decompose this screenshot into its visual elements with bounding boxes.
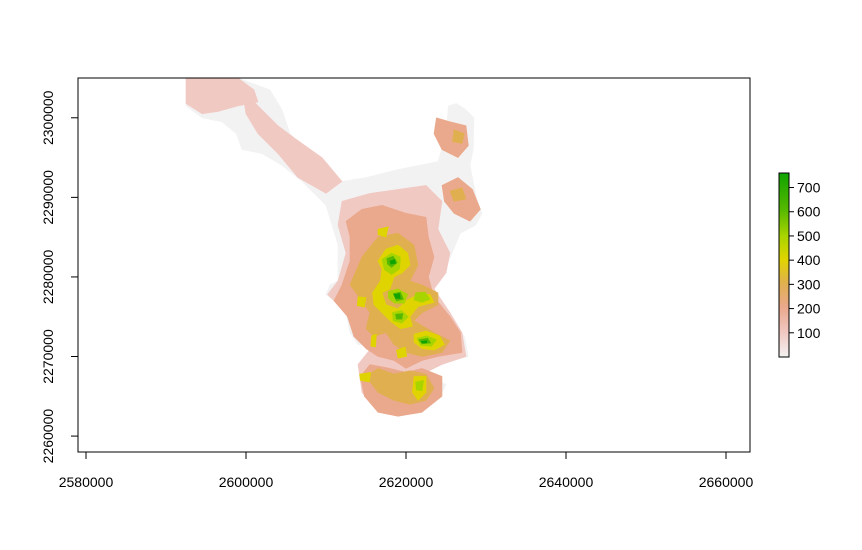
legend-tick-label: 500 — [797, 228, 821, 244]
legend-tick-label: 100 — [797, 325, 821, 341]
elevation-region-17 — [359, 372, 372, 383]
legend-tick-label: 400 — [797, 252, 821, 268]
y-tick-label: 2300000 — [40, 90, 56, 145]
elevation-region-19 — [396, 346, 408, 359]
y-axis: 2260000 2270000 2280000 2290000 2300000 — [40, 90, 79, 464]
x-tick-label: 2580000 — [59, 474, 114, 490]
y-tick-label: 2280000 — [40, 249, 56, 304]
y-tick-label: 2260000 — [40, 409, 56, 464]
elevation-region-32 — [389, 259, 396, 265]
elevation-region-12 — [377, 226, 389, 238]
elevation-region-2 — [241, 89, 343, 194]
elevation-region-31 — [420, 340, 428, 344]
elevation-region-29 — [395, 313, 404, 320]
y-tick-label: 2290000 — [40, 170, 56, 225]
elevation-region-10 — [452, 129, 465, 144]
elevation-region-1 — [185, 78, 259, 115]
legend-tick-label: 600 — [797, 204, 821, 220]
color-legend: 100 200 300 400 500 600 700 — [778, 172, 821, 358]
x-tick-label: 2620000 — [379, 474, 434, 490]
legend-tick-label: 200 — [797, 301, 821, 317]
legend-colorbar — [778, 172, 790, 358]
legend-tick-label: 300 — [797, 276, 821, 292]
y-tick-label: 2270000 — [40, 329, 56, 384]
elevation-region-11 — [449, 187, 467, 202]
x-tick-label: 2660000 — [699, 474, 754, 490]
elevation-region-30 — [393, 293, 401, 299]
x-axis: 2580000 2600000 2620000 2640000 2660000 — [59, 451, 754, 490]
x-tick-label: 2640000 — [539, 474, 594, 490]
legend-tick-label: 700 — [797, 180, 821, 196]
elevation-region-15 — [370, 333, 377, 348]
elevation-region-16 — [356, 296, 367, 308]
legend-ticks: 100 200 300 400 500 600 700 — [789, 180, 821, 341]
elevation-region-6 — [433, 117, 469, 158]
elevation-region-22 — [413, 291, 431, 303]
elevation-region-25 — [415, 380, 424, 392]
x-tick-label: 2600000 — [219, 474, 274, 490]
elevation-raster — [185, 78, 483, 417]
